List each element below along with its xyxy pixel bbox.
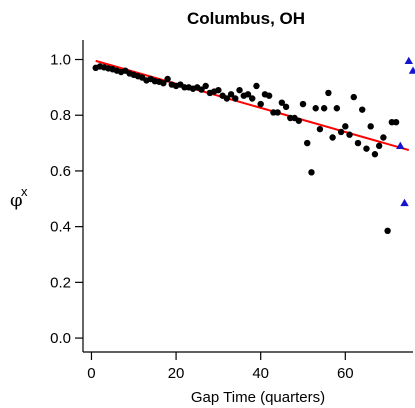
data-point <box>363 145 370 152</box>
y-tick-label: 0.6 <box>50 163 71 180</box>
data-point <box>354 139 362 147</box>
data-point <box>380 134 387 141</box>
data-point <box>227 91 235 98</box>
chart-title: Columbus, OH <box>187 9 305 28</box>
data-point <box>253 82 260 90</box>
triangle-point <box>408 66 415 74</box>
y-tick-label: 0.2 <box>50 274 71 291</box>
data-point <box>257 100 264 108</box>
data-point <box>282 103 290 111</box>
fit-line-group <box>95 59 410 151</box>
data-point <box>198 86 205 93</box>
data-point <box>375 142 383 150</box>
y-axis-label-symbol: φ <box>10 190 23 211</box>
data-point <box>215 86 222 94</box>
data-point <box>333 105 341 112</box>
data-point <box>244 91 252 98</box>
data-point <box>295 117 302 124</box>
data-point <box>249 95 256 102</box>
data-point <box>329 134 336 141</box>
data-point <box>308 169 315 176</box>
data-point <box>265 92 273 99</box>
data-point <box>359 106 366 113</box>
y-axis-label-superscript: x <box>21 184 28 199</box>
data-point <box>316 125 324 133</box>
triangle-point <box>400 198 409 207</box>
data-point <box>392 118 400 126</box>
data-point <box>367 123 374 130</box>
triangle-point <box>396 141 405 150</box>
data-point <box>164 75 171 83</box>
x-tick-label: 20 <box>168 365 185 382</box>
data-point <box>278 99 286 106</box>
y-tick-label: 0.0 <box>50 330 71 347</box>
data-point <box>371 151 379 158</box>
fit-line <box>95 59 410 151</box>
data-point <box>312 105 319 112</box>
x-axis-label: Gap Time (quarters) <box>191 389 325 406</box>
data-point <box>304 139 311 147</box>
x-tick-label: 0 <box>87 365 95 382</box>
data-point <box>350 93 357 101</box>
triangle-point <box>404 56 413 65</box>
data-point <box>384 227 391 235</box>
data-point <box>232 95 239 102</box>
data-point <box>160 79 167 87</box>
data-point <box>274 109 281 116</box>
data-point <box>325 89 332 97</box>
x-tick-label: 40 <box>252 365 269 382</box>
data-point <box>337 128 345 136</box>
points-group <box>92 56 415 235</box>
x-tick-label: 60 <box>337 365 354 382</box>
data-point <box>236 86 243 94</box>
y-tick-label: 1.0 <box>50 52 71 69</box>
axes: 0 20 40 60 0.0 0.2 0.4 0.6 0.8 1.0 <box>50 40 413 382</box>
data-point <box>299 100 307 108</box>
y-tick-label: 0.8 <box>50 107 71 124</box>
data-point <box>202 82 209 90</box>
data-point <box>320 105 328 112</box>
data-point <box>346 131 353 138</box>
y-tick-label: 0.4 <box>50 219 71 236</box>
data-point <box>342 123 349 130</box>
y-axis-label: φ x <box>10 184 28 211</box>
data-point <box>223 95 231 102</box>
